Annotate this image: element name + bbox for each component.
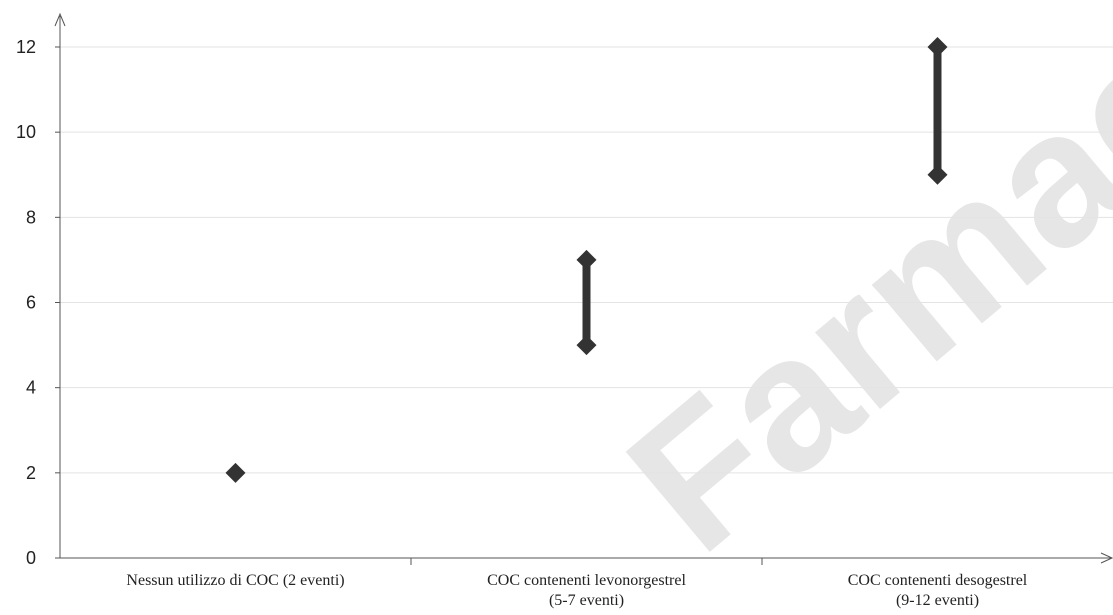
range-low-point	[927, 164, 948, 185]
x-category-label: Nessun utilizzo di COC (2 eventi)	[126, 572, 344, 589]
range-high-point	[576, 249, 597, 270]
data-marks	[225, 37, 948, 483]
range-high-point	[927, 37, 948, 57]
watermark: Farmaco	[590, 0, 1113, 591]
data-point	[225, 462, 246, 483]
y-tick-label: 6	[26, 293, 36, 313]
x-category-label: COC contenenti levonorgestrel	[487, 572, 686, 589]
y-tick-labels: 0 2 4 6 8 10 12	[16, 37, 36, 568]
y-tick-label: 8	[26, 207, 36, 227]
x-axis-arrow	[1100, 552, 1113, 564]
range-low-point	[576, 335, 597, 356]
x-category-labels: Nessun utilizzo di COC (2 eventi) COC con…	[126, 572, 1027, 609]
y-tick-label: 0	[26, 548, 36, 568]
y-axis-arrow	[54, 12, 66, 27]
axes	[54, 12, 1113, 565]
watermark-text: Farmaco	[590, 0, 1113, 591]
x-category-label: (9-12 eventi)	[896, 592, 979, 609]
y-tick-label: 12	[16, 37, 36, 57]
y-tick-label: 10	[16, 122, 36, 142]
x-category-label: (5-7 eventi)	[549, 592, 624, 609]
y-tick-label: 4	[26, 378, 36, 398]
y-tick-label: 2	[26, 463, 36, 483]
x-category-label: COC contenenti desogestrel	[848, 572, 1028, 589]
